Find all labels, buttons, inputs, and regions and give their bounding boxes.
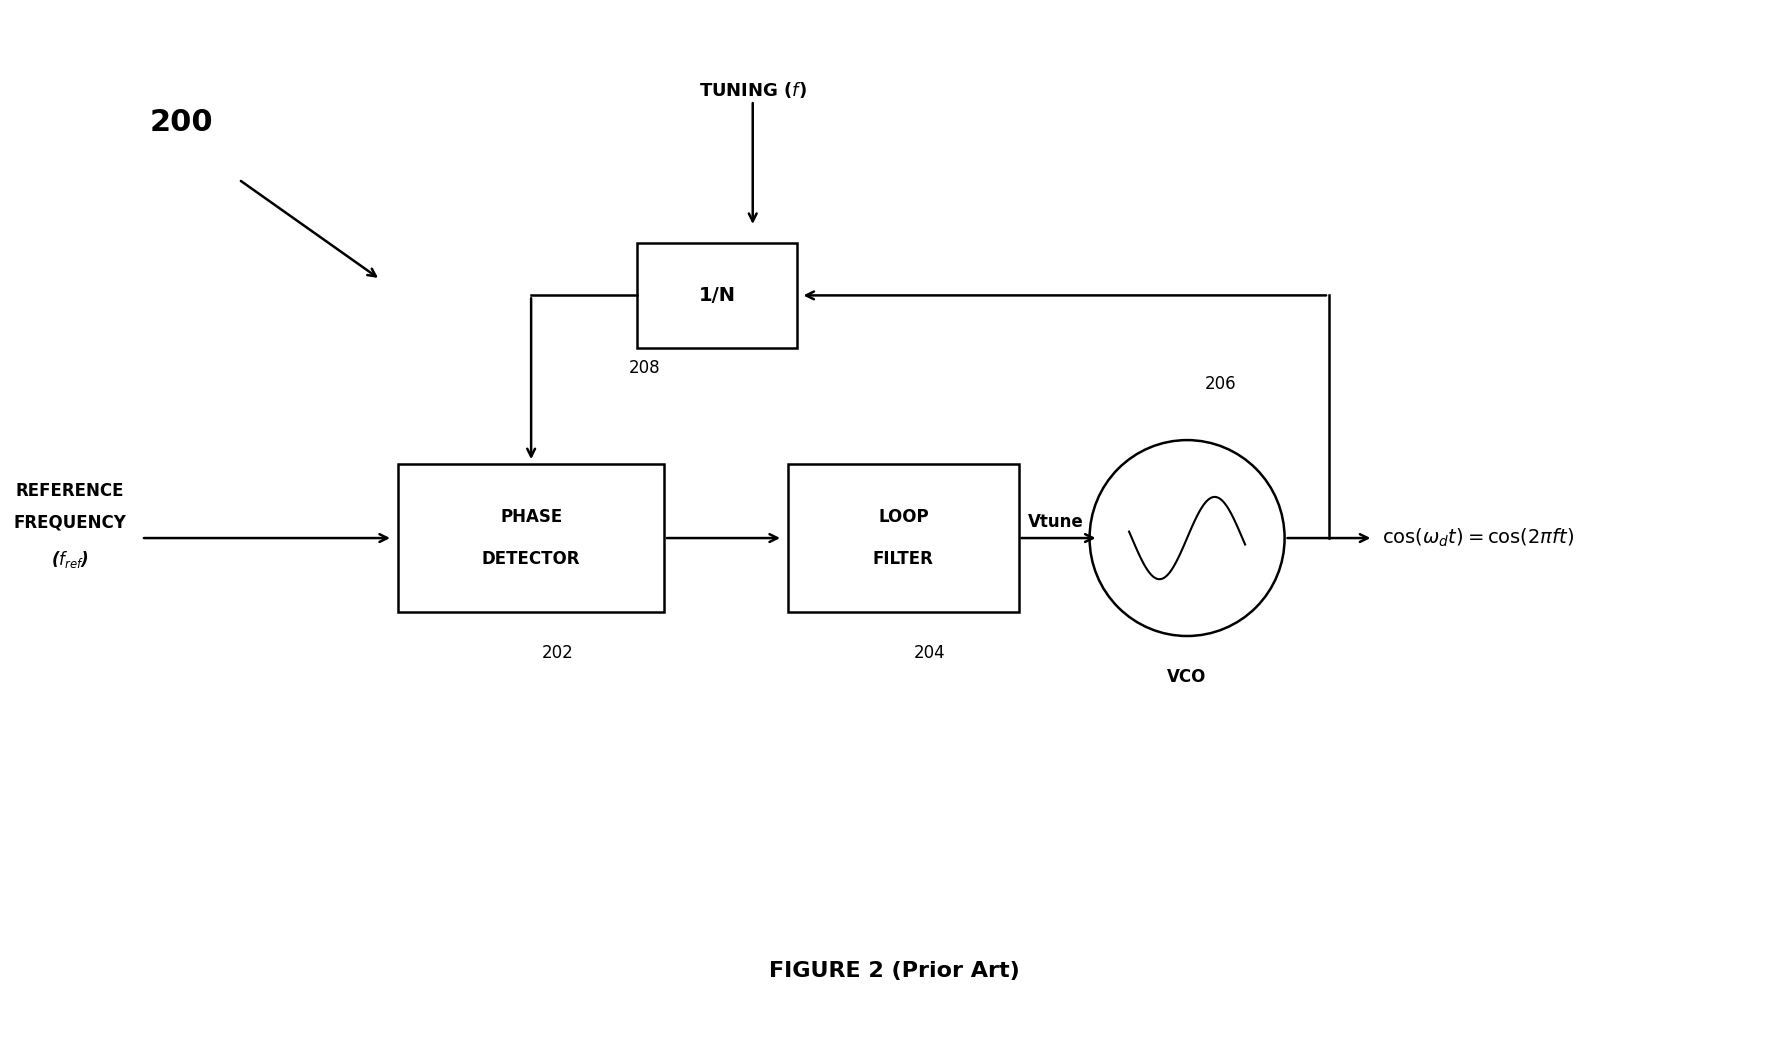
- Text: PHASE: PHASE: [500, 507, 562, 526]
- Text: LOOP: LOOP: [878, 507, 927, 526]
- Text: ($f_{ref}$): ($f_{ref}$): [52, 549, 89, 570]
- Text: 208: 208: [628, 359, 660, 377]
- FancyBboxPatch shape: [789, 464, 1018, 612]
- Text: $\cos(\omega_d t) = \cos(2\pi ft)$: $\cos(\omega_d t) = \cos(2\pi ft)$: [1381, 526, 1574, 550]
- Text: FILTER: FILTER: [872, 550, 933, 569]
- Text: 1/N: 1/N: [698, 286, 735, 305]
- Text: VCO: VCO: [1166, 668, 1207, 686]
- Text: DETECTOR: DETECTOR: [482, 550, 580, 569]
- Text: 200: 200: [150, 109, 214, 137]
- Text: 202: 202: [541, 644, 573, 661]
- Text: TUNING ($f$): TUNING ($f$): [698, 80, 806, 100]
- Text: FREQUENCY: FREQUENCY: [14, 513, 126, 532]
- Text: 204: 204: [913, 644, 945, 661]
- Text: FIGURE 2 (Prior Art): FIGURE 2 (Prior Art): [769, 961, 1020, 980]
- Text: Vtune: Vtune: [1027, 513, 1082, 532]
- Text: REFERENCE: REFERENCE: [16, 481, 125, 500]
- Ellipse shape: [1089, 440, 1283, 636]
- FancyBboxPatch shape: [637, 243, 797, 348]
- Text: 206: 206: [1203, 375, 1235, 392]
- FancyBboxPatch shape: [399, 464, 664, 612]
